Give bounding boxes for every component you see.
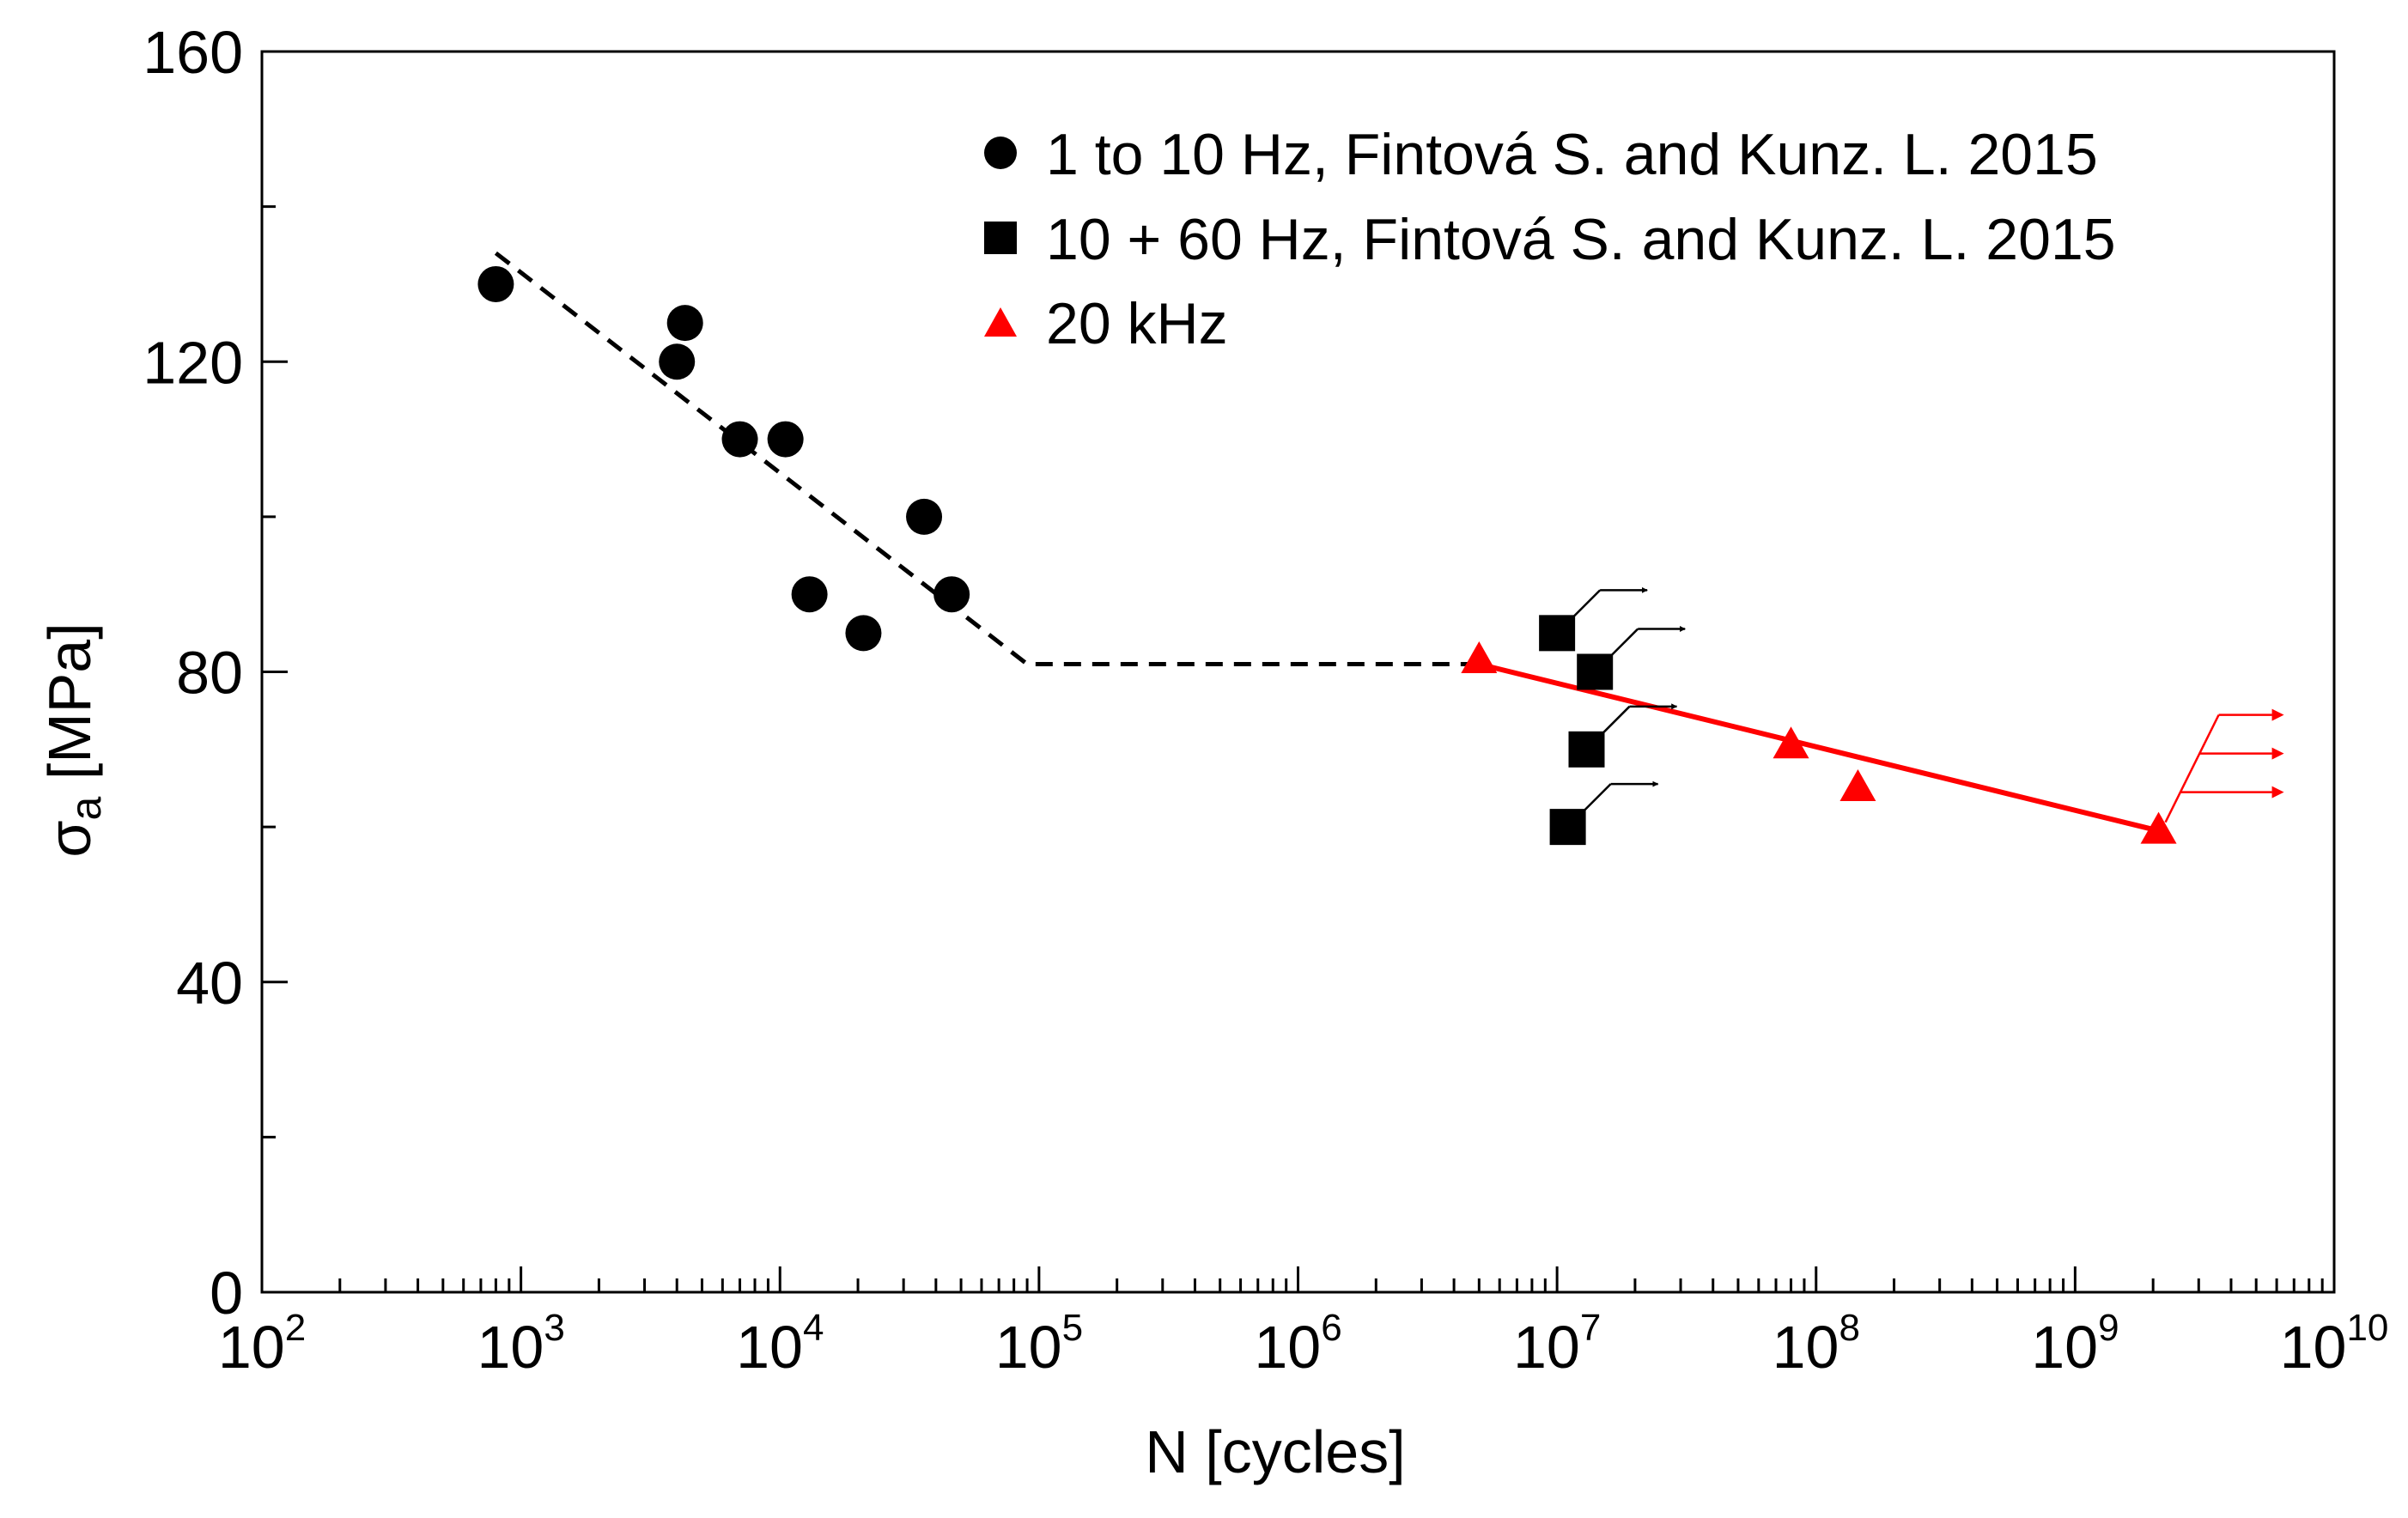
- triangle-data-point: [2140, 811, 2177, 844]
- square-data-point: [1568, 731, 1605, 768]
- runout-arrowhead: [2271, 786, 2284, 798]
- square-data-point: [1549, 809, 1586, 846]
- circle-data-point: [933, 576, 970, 613]
- y-tick-label: 160: [143, 19, 243, 86]
- x-tick-label: 1010: [2280, 1307, 2389, 1381]
- x-tick-label: 105: [995, 1307, 1083, 1381]
- triangle-data-point: [1773, 726, 1809, 759]
- x-tick-label: 103: [477, 1307, 564, 1381]
- circle-data-point: [721, 421, 758, 458]
- legend: 1 to 10 Hz, Fintová S. and Kunz. L. 2015…: [984, 122, 2116, 356]
- legend-triangle-marker: [984, 307, 1017, 337]
- dashed-trend-line: [494, 251, 1480, 666]
- square-data-point: [1539, 615, 1576, 652]
- runout-stem: [2164, 714, 2220, 823]
- x-tick-label: 102: [218, 1307, 306, 1381]
- y-axis-title: σa [MPa]: [36, 622, 110, 857]
- x-axis-title: N [cycles]: [1145, 1418, 1405, 1485]
- legend-circle-marker: [984, 137, 1017, 169]
- trend-lines: [494, 251, 2160, 834]
- y-tick-label: 40: [176, 950, 243, 1017]
- circle-data-point: [845, 615, 882, 652]
- legend-square-marker: [984, 222, 1017, 254]
- circle-data-point: [767, 421, 804, 458]
- circle-data-point: [659, 343, 696, 380]
- y-tick-label: 120: [143, 329, 243, 396]
- data-points: [477, 265, 2177, 846]
- x-tick-label: 108: [1773, 1307, 1860, 1381]
- circle-data-point: [477, 265, 514, 302]
- y-tick-label: 0: [210, 1260, 243, 1327]
- circle-data-point: [666, 305, 703, 342]
- x-tick-label: 107: [1513, 1307, 1601, 1381]
- runout-arrows: [1565, 586, 2284, 823]
- circle-data-point: [906, 498, 943, 535]
- x-tick-label: 106: [1254, 1307, 1341, 1381]
- runout-arrowhead: [2271, 708, 2284, 721]
- x-tick-label: 104: [736, 1307, 824, 1381]
- legend-label-3: 20 kHz: [1046, 291, 1228, 356]
- y-tick-label: 80: [176, 640, 243, 707]
- runout-arrowhead: [2271, 747, 2284, 760]
- legend-label-2: 10 + 60 Hz, Fintová S. and Kunz. L. 2015: [1046, 207, 2116, 272]
- axes: 102 103 104 105 106 107 108 109 1010 0 40 80 120 160: [143, 19, 2388, 1381]
- triangle-data-point: [1461, 641, 1498, 673]
- x-tick-label: 109: [2031, 1307, 2119, 1381]
- square-data-point: [1577, 653, 1614, 690]
- triangle-data-point: [1839, 768, 1876, 801]
- solid-trend-line: [1478, 661, 2160, 834]
- legend-label-1: 1 to 10 Hz, Fintová S. and Kunz. L. 2015: [1046, 122, 2098, 187]
- circle-data-point: [791, 576, 828, 613]
